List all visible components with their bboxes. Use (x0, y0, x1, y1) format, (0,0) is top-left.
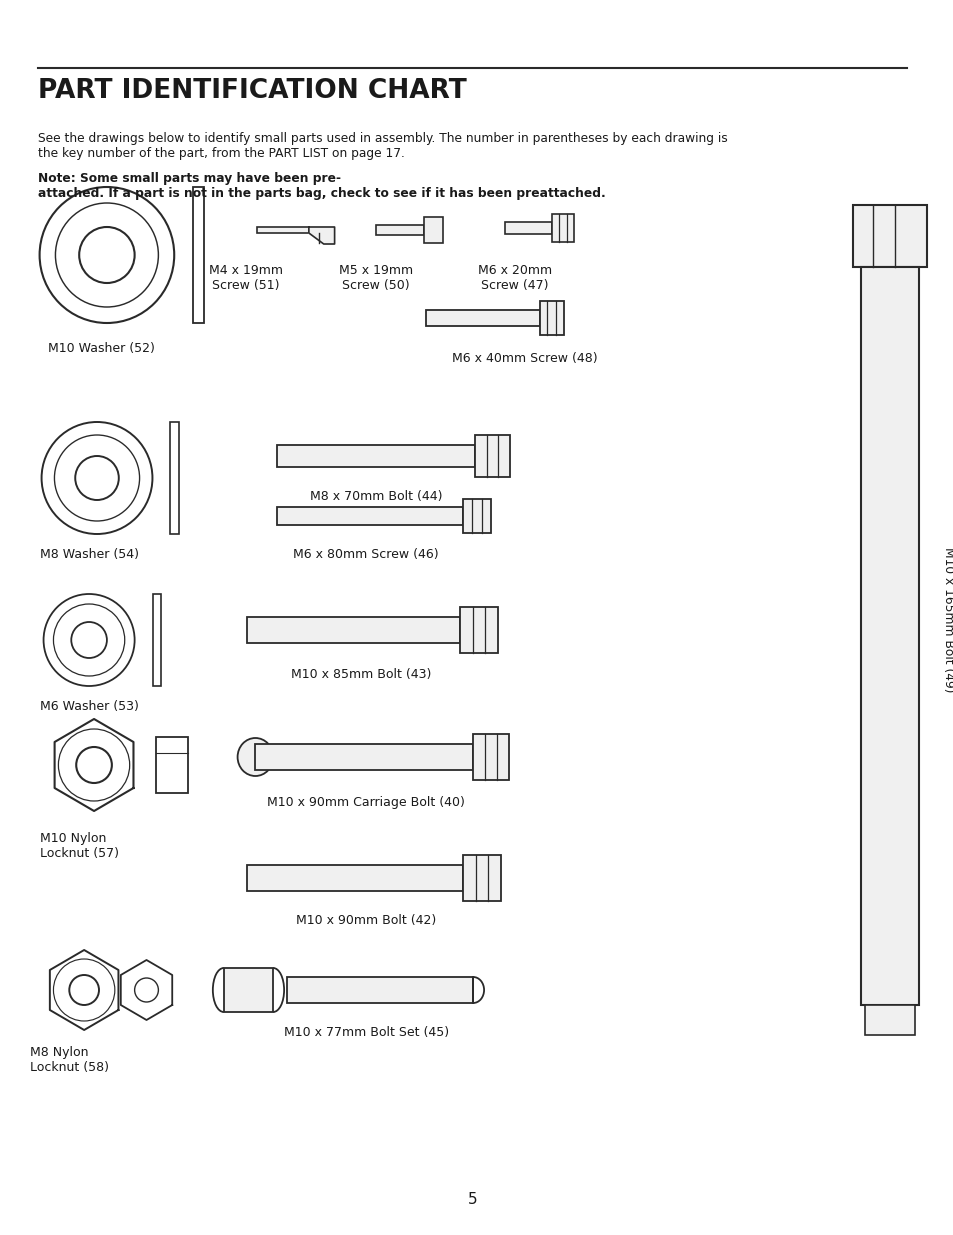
Ellipse shape (237, 739, 273, 776)
Bar (277, 445, 475, 467)
Bar (277, 508, 463, 525)
Bar (460, 606, 497, 653)
Bar (257, 227, 309, 233)
Bar (861, 267, 918, 1005)
Bar (864, 1005, 914, 1035)
Text: M10 x 85mm Bolt (43): M10 x 85mm Bolt (43) (291, 668, 431, 680)
Bar (170, 422, 179, 534)
Bar (852, 205, 925, 267)
Bar (475, 435, 509, 477)
Text: M10 x 165mm Bolt (49): M10 x 165mm Bolt (49) (941, 547, 953, 693)
Bar (287, 977, 473, 1003)
Text: M10 x 77mm Bolt Set (45): M10 x 77mm Bolt Set (45) (283, 1026, 448, 1039)
Text: M6 x 80mm Screw (46): M6 x 80mm Screw (46) (294, 548, 438, 561)
Bar (463, 499, 491, 534)
Bar (473, 734, 508, 781)
Bar (156, 737, 188, 793)
Text: M10 x 90mm Bolt (42): M10 x 90mm Bolt (42) (295, 914, 436, 927)
Bar (552, 214, 574, 242)
Text: M4 x 19mm
Screw (51): M4 x 19mm Screw (51) (209, 264, 282, 291)
Bar (539, 301, 563, 335)
Text: M10 x 90mm Carriage Bolt (40): M10 x 90mm Carriage Bolt (40) (267, 797, 465, 809)
Text: M6 x 20mm
Screw (47): M6 x 20mm Screw (47) (477, 264, 551, 291)
Text: M8 Nylon
Locknut (58): M8 Nylon Locknut (58) (30, 1046, 109, 1074)
Bar (247, 618, 460, 643)
Text: Note: Some small parts may have been pre-
attached. If a part is not in the part: Note: Some small parts may have been pre… (37, 172, 605, 200)
Text: M6 Washer (53): M6 Washer (53) (40, 700, 138, 713)
Text: M5 x 19mm
Screw (50): M5 x 19mm Screw (50) (338, 264, 413, 291)
Text: PART IDENTIFICATION CHART: PART IDENTIFICATION CHART (37, 78, 466, 104)
Text: M8 x 70mm Bolt (44): M8 x 70mm Bolt (44) (310, 490, 442, 503)
Bar (247, 864, 463, 890)
Bar (463, 855, 500, 902)
Bar (504, 222, 552, 233)
Polygon shape (309, 227, 335, 245)
Bar (153, 594, 161, 685)
Bar (193, 186, 204, 324)
Text: See the drawings below to identify small parts used in assembly. The number in p: See the drawings below to identify small… (37, 132, 726, 161)
Bar (255, 743, 473, 769)
Text: M6 x 40mm Screw (48): M6 x 40mm Screw (48) (452, 352, 597, 366)
Text: 5: 5 (467, 1193, 476, 1208)
Bar (425, 310, 539, 326)
Bar (423, 217, 443, 243)
Text: M8 Washer (54): M8 Washer (54) (40, 548, 138, 561)
Text: M10 Nylon
Locknut (57): M10 Nylon Locknut (57) (40, 832, 118, 860)
Bar (375, 225, 423, 235)
Text: M10 Washer (52): M10 Washer (52) (48, 342, 154, 354)
Bar (224, 968, 273, 1011)
